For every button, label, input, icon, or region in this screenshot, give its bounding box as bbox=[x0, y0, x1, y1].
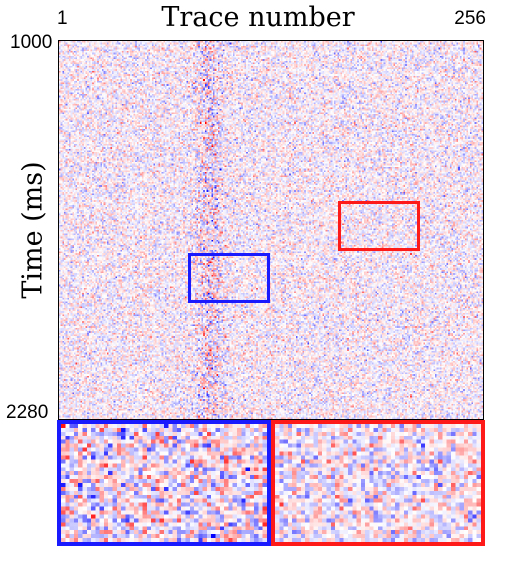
highlight-box-red bbox=[338, 201, 420, 251]
highlight-box-blue bbox=[188, 253, 270, 303]
figure-title: Trace number bbox=[161, 2, 355, 33]
y-tick-top: 1000 bbox=[10, 32, 53, 53]
zoom-image-red bbox=[275, 424, 481, 542]
zoom-panel-red bbox=[271, 420, 485, 546]
x-tick-last: 256 bbox=[454, 8, 486, 29]
y-axis-label: Time (ms) bbox=[17, 161, 49, 299]
seismic-section-image bbox=[59, 41, 483, 419]
seismic-section-panel bbox=[58, 40, 484, 420]
x-tick-first: 1 bbox=[57, 8, 68, 29]
zoom-image-blue bbox=[61, 424, 267, 542]
y-tick-bottom: 2280 bbox=[6, 402, 49, 423]
zoom-panel-blue bbox=[57, 420, 271, 546]
